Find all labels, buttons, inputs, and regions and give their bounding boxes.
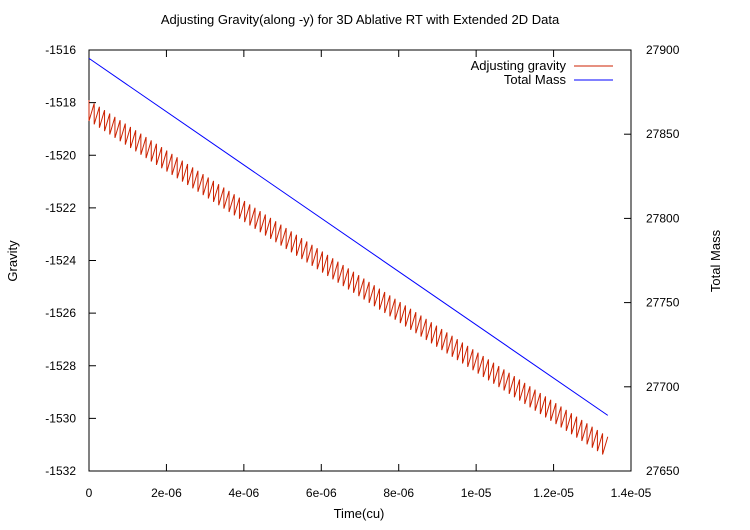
tick-layer: 0 2e-06 4e-06 6e-06 8e-06 1e-05 1.2e-05 1.4e-05… — [45, 43, 679, 500]
y-tick-label: -1528 — [45, 359, 76, 373]
x-tick-label: 2e-06 — [151, 486, 182, 500]
y2-tick-label: 27750 — [646, 296, 680, 310]
y2-tick-label: 27900 — [646, 43, 680, 57]
y2-axis-label: Total Mass — [708, 229, 723, 292]
plot-frame — [88, 49, 632, 472]
legend: Adjusting gravity Total Mass — [471, 58, 613, 87]
y-tick-label: -1518 — [45, 96, 76, 110]
y-tick-label: -1526 — [45, 306, 76, 320]
y2-tick-label: 27850 — [646, 127, 680, 141]
y-tick-label: -1516 — [45, 43, 76, 57]
x-tick-label: 1.4e-05 — [611, 486, 652, 500]
x-tick-label: 4e-06 — [229, 486, 260, 500]
y-tick-label: -1524 — [45, 254, 76, 268]
x-tick-label: 0 — [86, 486, 93, 500]
y-tick-label: -1520 — [45, 148, 76, 162]
y-tick-label: -1522 — [45, 201, 76, 215]
x-tick-label: 1.2e-05 — [533, 486, 574, 500]
x-axis-label: Time(cu) — [334, 506, 385, 521]
y2-tick-label: 27800 — [646, 211, 680, 225]
y2-tick-label: 27650 — [646, 464, 680, 478]
x-tick-label: 1e-05 — [461, 486, 492, 500]
legend-label-gravity: Adjusting gravity — [471, 58, 567, 73]
y-tick-label: -1532 — [45, 464, 76, 478]
y-axis-label: Gravity — [5, 240, 20, 282]
x-tick-label: 8e-06 — [383, 486, 414, 500]
legend-label-total-mass: Total Mass — [504, 72, 567, 87]
plot-border — [88, 49, 632, 472]
data-layer — [88, 57, 609, 455]
chart-title: Adjusting Gravity(along -y) for 3D Ablat… — [161, 12, 560, 27]
y-tick-label: -1530 — [45, 411, 76, 425]
y2-tick-label: 27700 — [646, 380, 680, 394]
series-line-total-mass — [88, 57, 609, 416]
x-tick-label: 6e-06 — [306, 486, 337, 500]
series-line-adjusting-gravity — [88, 99, 609, 455]
